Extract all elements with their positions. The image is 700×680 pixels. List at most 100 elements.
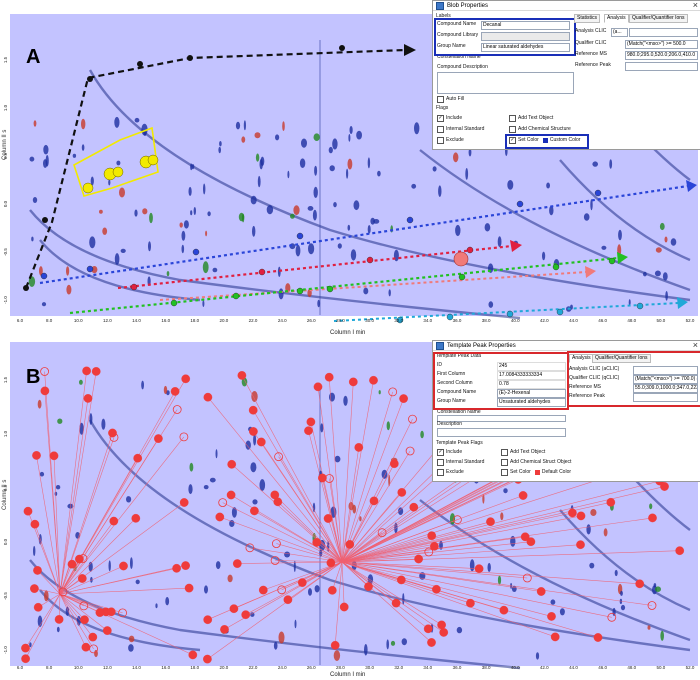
dialog-title-bar[interactable]: Template Peak Properties — [433, 341, 700, 351]
reference-ms-field[interactable]: 980.0;295.0,520.0;206.0,410.0 — [625, 51, 698, 60]
chromatogram-peak — [603, 528, 608, 537]
chromatogram-peak — [550, 599, 556, 605]
template-peak-marker — [648, 513, 657, 523]
set-color-checkbox[interactable]: ✓ — [509, 137, 516, 144]
include-checkbox[interactable]: ✓ — [437, 449, 444, 456]
chromatogram-peak — [188, 186, 192, 196]
template-link-line — [222, 502, 343, 563]
template-link-line — [59, 593, 193, 656]
add-text-object-checkbox[interactable] — [509, 115, 516, 122]
x-tick-label: 44.0 — [569, 318, 578, 323]
template-link-line — [341, 506, 414, 563]
chromatogram-peak — [193, 207, 196, 215]
template-link-line — [341, 519, 458, 563]
chromatogram-plot-b[interactable]: 6.0 8.0 10.0 12.0 14.0 16.0 18.0 20.0 22.0 24.0 26… — [0, 340, 700, 680]
group-name-field[interactable]: Unsaturated aldehydes — [497, 398, 566, 407]
black-marker — [42, 217, 48, 223]
template-peak-properties-dialog[interactable]: Template Peak Properties × Template Peak… — [432, 340, 700, 482]
description-field[interactable] — [437, 428, 566, 437]
reference-peak-field[interactable] — [625, 62, 698, 71]
chromatogram-peak — [29, 642, 32, 648]
analysis-clic-field[interactable] — [633, 366, 698, 375]
color-highlight-box — [505, 134, 589, 149]
constellation-field[interactable] — [437, 415, 566, 422]
x-tick-label: 50.0 — [657, 318, 666, 323]
reference-peak-field[interactable] — [633, 393, 698, 402]
chromatogram-peak — [420, 430, 424, 439]
close-icon[interactable]: × — [692, 340, 698, 350]
template-peak-marker — [283, 595, 293, 605]
chromatogram-peak — [231, 507, 237, 518]
x-tick-label: 36.0 — [453, 318, 462, 323]
dialog-title-bar[interactable]: Blob Properties — [433, 1, 700, 11]
add-text-object-checkbox[interactable] — [501, 449, 508, 456]
x-tick-label: 26.0 — [307, 665, 316, 670]
blue-dotted-arrow — [39, 184, 689, 285]
internal-standard-checkbox[interactable] — [437, 126, 444, 133]
template-link-line — [341, 532, 383, 563]
chromatogram-peak — [469, 559, 475, 572]
analysis-clic-value-field[interactable] — [629, 28, 698, 37]
add-chemical-struct-object-checkbox[interactable] — [501, 459, 508, 466]
internal-standard-checkbox[interactable] — [437, 459, 444, 466]
close-icon[interactable]: × — [692, 0, 698, 10]
template-peak-marker — [188, 650, 198, 660]
chromatogram-peak — [373, 219, 380, 224]
qualifier-clic-field[interactable]: (Match("<mso>") >= 500.0 — [625, 40, 698, 49]
exclude-checkbox[interactable] — [437, 469, 444, 476]
chromatogram-peak — [468, 148, 472, 157]
tab-statistics[interactable]: Statistics — [574, 14, 601, 23]
add-chemical-structure-checkbox[interactable] — [509, 126, 516, 133]
tab-analysis[interactable]: Analysis — [604, 14, 629, 23]
group-name-field[interactable]: Linear saturated aldehydes — [481, 43, 570, 52]
template-link-line — [341, 561, 442, 626]
template-peak-flags-heading: Template Peak Flags — [436, 440, 483, 446]
tab-qualifier-quantifier-ions[interactable]: Qualifier/Quantifier Ions — [592, 354, 651, 363]
chromatogram-peak — [102, 227, 108, 235]
custom-color-swatch[interactable] — [542, 138, 548, 143]
compound-name-field[interactable]: Decanal — [481, 21, 570, 30]
template-link-line — [59, 565, 124, 595]
chromatogram-peak — [165, 597, 170, 606]
blob-properties-dialog[interactable]: Blob Properties × Labels Compound Name D… — [432, 0, 700, 150]
template-peak-marker — [277, 585, 287, 595]
chromatogram-peak — [66, 266, 70, 276]
chromatogram-peak — [257, 175, 261, 188]
auto-fill-label: Auto Fill — [446, 96, 465, 102]
template-link-line — [277, 501, 343, 563]
template-peak-marker — [229, 604, 239, 614]
compound-library-field[interactable] — [481, 32, 570, 41]
compound-description-field[interactable] — [437, 72, 574, 94]
template-peak-marker — [474, 564, 484, 574]
template-peak-marker — [364, 582, 373, 591]
template-link-line — [341, 561, 480, 569]
chromatogram-peak — [609, 159, 613, 169]
reference-ms-field[interactable]: 55.0;309.0,1000.0;347.0,2233.0 — [633, 384, 698, 393]
analysis-clic-field[interactable]: (a... — [611, 28, 628, 37]
template-link-line — [341, 380, 374, 563]
chromatogram-peak — [507, 180, 514, 190]
chromatogram-peak — [386, 639, 390, 650]
template-peak-marker — [270, 490, 280, 500]
set-color-checkbox[interactable] — [501, 469, 508, 476]
tab-qualifier-quantifier-ions[interactable]: Qualifier/Quantifier Ions — [629, 14, 688, 23]
default-color-swatch[interactable] — [534, 470, 540, 475]
template-peak-marker — [466, 598, 475, 608]
black-marker — [23, 285, 29, 291]
template-peak-marker — [248, 405, 258, 415]
chromatogram-peak — [497, 236, 502, 248]
template-peak-marker — [226, 490, 236, 500]
chromatogram-peak — [33, 120, 37, 127]
red-arrowhead — [510, 240, 522, 252]
chromatogram-peak — [349, 126, 353, 134]
template-peak-marker — [109, 516, 119, 526]
template-link-line — [341, 561, 444, 633]
chromatogram-peak — [81, 144, 85, 151]
chromatogram-peak — [649, 503, 653, 510]
include-checkbox[interactable]: ✓ — [437, 115, 444, 122]
compound-name-field[interactable]: (E)-2-Hexenal — [497, 389, 566, 398]
auto-fill-checkbox[interactable] — [437, 96, 444, 103]
qualifier-clic-field[interactable]: (Match("<mso>") >= 700.0) & — [633, 375, 698, 384]
chromatogram-peak — [116, 160, 121, 166]
exclude-checkbox[interactable] — [437, 137, 444, 144]
